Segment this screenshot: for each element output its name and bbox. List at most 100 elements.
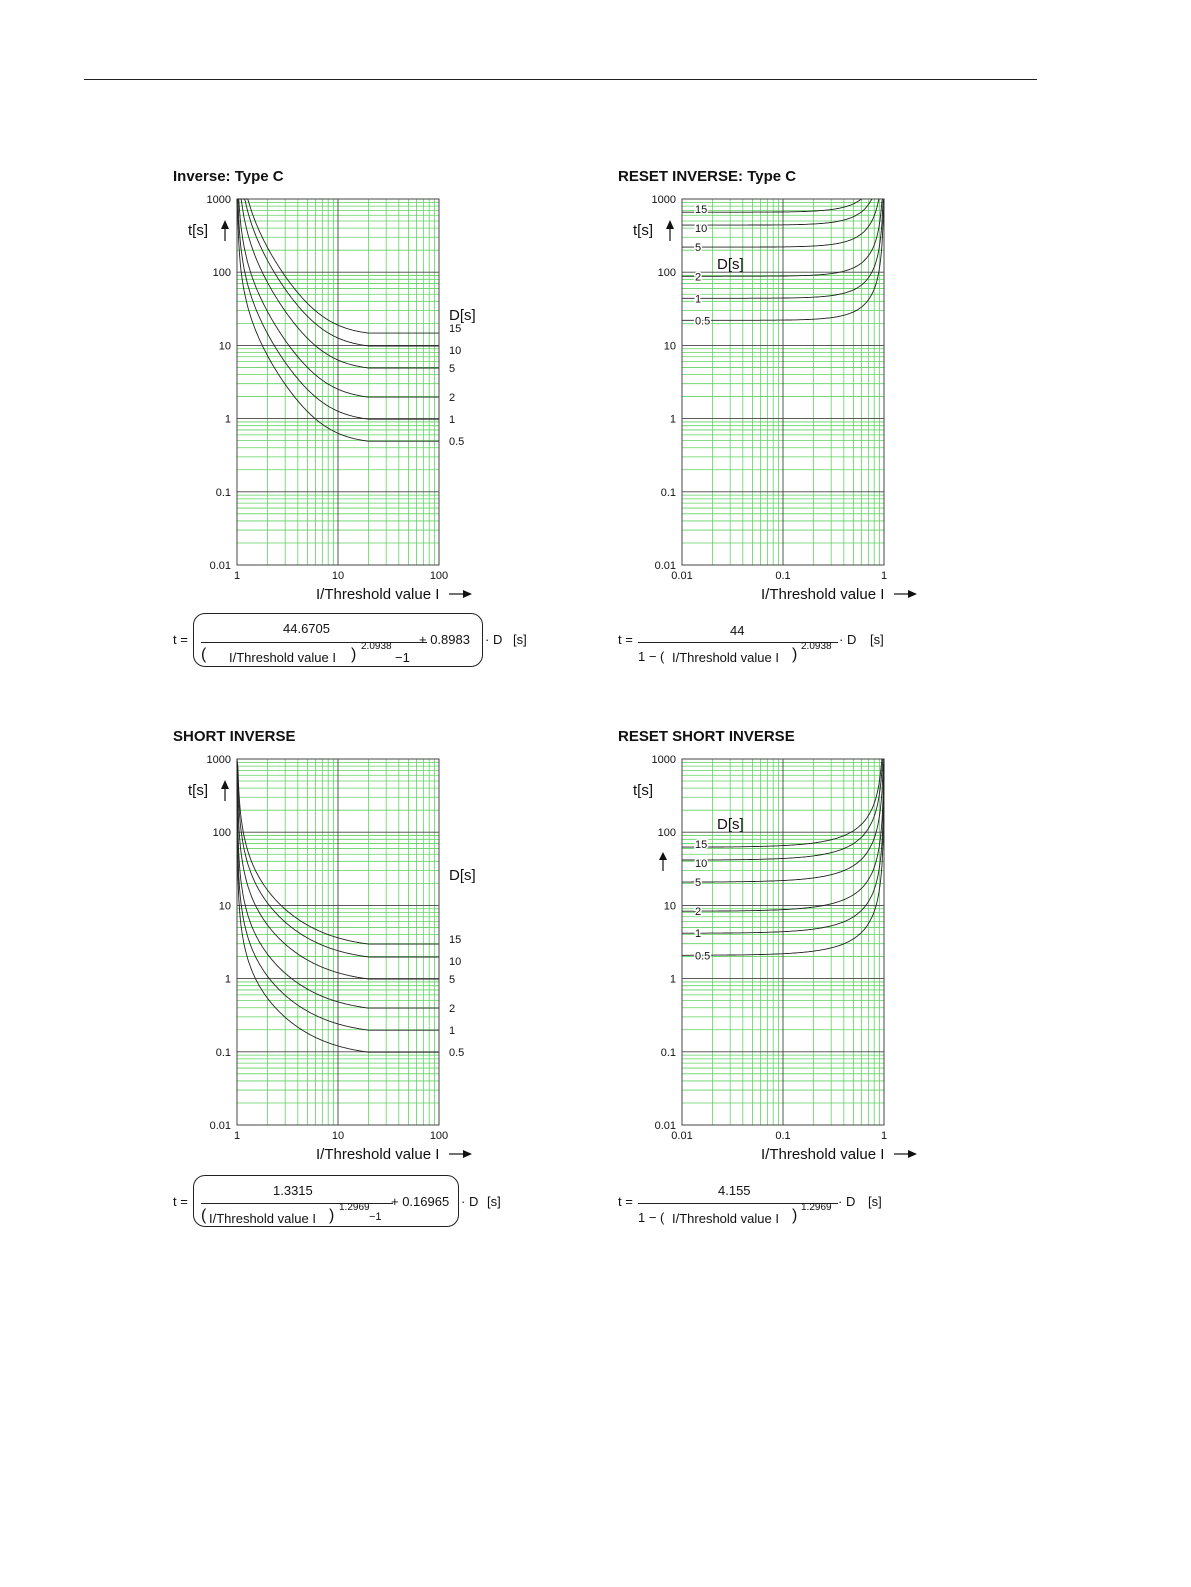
series-line-d-1 (682, 758, 885, 934)
formula-denom-open: ( (201, 646, 207, 663)
series-label-d-10: 10 (449, 956, 461, 968)
legend-title: D[s] (449, 307, 476, 324)
x-tick-label-1: 1 (234, 1130, 240, 1142)
formula-lhs: t = (173, 1194, 188, 1209)
formula-plus-constant: + 0.16965 (391, 1194, 450, 1209)
y-tick-label-0-01: 0.01 (210, 1120, 231, 1132)
formula-unit: [s] (868, 1194, 882, 1209)
chart-short-inverse: 0.01 0.1 1 10 100 1000 1 10 100 t[s] I/Threshold v… (188, 754, 476, 1163)
series-label-d-15: 15 (695, 839, 707, 851)
y-axis-arrow-head (666, 220, 674, 229)
formula-fraction-bar (638, 1203, 838, 1204)
plot-frame (681, 758, 885, 1126)
x-tick-label-0-1: 0.1 (775, 570, 790, 582)
formula-denom-open: 1 − ( (638, 1210, 665, 1225)
series-line-d-5 (236, 758, 439, 980)
chart-panel-short-inverse: SHORT INVERSE 0.01 0.1 1 10 100 1000 1 10 100 t[s… (173, 728, 643, 1268)
series-curves (236, 198, 439, 442)
series-label-d-0-5: 0.5 (695, 315, 710, 327)
x-tick-label-0-1: 0.1 (775, 1130, 790, 1142)
series-label-d-2: 2 (695, 271, 701, 283)
grid (236, 758, 440, 1126)
y-tick-label-10: 10 (219, 900, 231, 912)
series-labels: 15 10 5 2 1 0.5 (449, 323, 464, 448)
formula-denom-open: ( (201, 1207, 207, 1224)
formula-minus-one: −1 (369, 1211, 382, 1223)
x-axis-arrow-head (463, 1150, 472, 1158)
y-tick-label-0-1: 0.1 (661, 487, 676, 499)
x-tick-label-10: 10 (332, 1130, 344, 1142)
series-labels: 15 10 5 2 1 0.5 (694, 203, 712, 329)
grid (236, 198, 440, 566)
legend-title: D[s] (717, 256, 744, 273)
series-line-d-0-5 (236, 198, 439, 442)
x-tick-label-1: 1 (234, 570, 240, 582)
series-line-d-15 (682, 198, 863, 213)
series-label-d-10: 10 (695, 858, 707, 870)
formula-unit: [s] (487, 1194, 501, 1209)
series-line-d-0-5 (682, 758, 885, 956)
x-axis-arrow-head (908, 590, 917, 598)
chart-title: RESET SHORT INVERSE (618, 728, 795, 745)
y-axis-arrow (666, 220, 674, 241)
formula-denom-close: ) (792, 646, 798, 663)
x-tick-label-100: 100 (430, 1130, 448, 1142)
series-label-d-15: 15 (695, 204, 707, 216)
formula-denominator: I/Threshold value I (229, 650, 336, 665)
series-line-d-10 (682, 198, 873, 226)
series-line-d-0-5 (236, 780, 439, 1053)
y-axis-arrow (221, 780, 229, 801)
formula-times-d: · D (461, 1194, 479, 1209)
y-axis-arrow-head (221, 780, 229, 789)
formula-fraction-bar (201, 642, 427, 643)
formula-fraction-bar (638, 642, 838, 643)
y-tick-label-10: 10 (219, 340, 231, 352)
series-curves (682, 198, 885, 321)
y-tick-label-1: 1 (670, 414, 676, 426)
plot-frame (236, 758, 440, 1126)
y-tick-label-0-1: 0.1 (216, 487, 231, 499)
formula-denominator: I/Threshold value I (672, 1211, 779, 1226)
x-tick-label-100: 100 (430, 570, 448, 582)
y-tick-label-100: 100 (658, 827, 676, 839)
formula-times-d: · D (838, 1194, 856, 1209)
series-label-d-2: 2 (695, 906, 701, 918)
series-line-d-15 (682, 758, 883, 848)
y-tick-label-100: 100 (213, 827, 231, 839)
chart-reset-inverse-type-c: 0.01 0.1 1 10 100 1000 0.01 0.1 1 t[s] I/Threshold… (633, 194, 917, 603)
y-tick-label-1: 1 (225, 974, 231, 986)
series-label-d-1: 1 (449, 414, 455, 426)
formula-lhs: t = (173, 632, 188, 647)
series-line-d-5 (237, 198, 439, 369)
series-curves (682, 758, 885, 956)
chart-title: Inverse: Type C (173, 168, 284, 185)
series-label-d-0-5: 0.5 (449, 1047, 464, 1059)
grid (681, 758, 885, 1126)
formula-times-d: · D (485, 632, 503, 647)
series-label-d-1: 1 (449, 1025, 455, 1037)
y-tick-label-1000: 1000 (652, 194, 676, 206)
y-tick-label-0-01: 0.01 (210, 560, 231, 572)
x-axis-title: I/Threshold value I (761, 1146, 884, 1163)
y-axis-arrow (659, 852, 667, 871)
formula-outer-parens (193, 1175, 459, 1227)
header-rule (84, 79, 1037, 80)
y-tick-label-100: 100 (213, 267, 231, 279)
formula-unit: [s] (513, 632, 527, 647)
series-label-d-5: 5 (449, 974, 455, 986)
formula-denom-close: ) (329, 1207, 335, 1224)
legend-title: D[s] (717, 816, 744, 833)
y-axis-label: t[s] (188, 222, 208, 239)
formula-denominator: I/Threshold value I (672, 650, 779, 665)
series-line-d-2 (237, 198, 439, 398)
plot-frame (236, 198, 440, 566)
formula-denom-close: ) (351, 646, 357, 663)
formula-lhs: t = (618, 1194, 633, 1209)
y-tick-label-100: 100 (658, 267, 676, 279)
x-tick-label-0-01: 0.01 (671, 1130, 692, 1142)
x-tick-label-1: 1 (881, 570, 887, 582)
chart-title: SHORT INVERSE (173, 728, 296, 745)
chart-panel-reset-inverse-type-c: RESET INVERSE: Type C 0.01 0.1 1 10 100 1000 0… (618, 168, 1088, 708)
series-line-d-1 (236, 758, 439, 1031)
y-tick-label-10: 10 (664, 340, 676, 352)
